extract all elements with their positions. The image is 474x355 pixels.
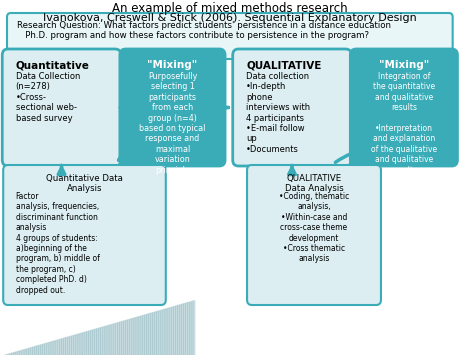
Text: Integration of
the quantitative
and qualitative
results

•Interpretation
and exp: Integration of the quantitative and qual… <box>371 72 437 175</box>
FancyBboxPatch shape <box>120 49 225 166</box>
FancyBboxPatch shape <box>350 49 457 166</box>
Text: •Coding, thematic
analysis,
•Within-case and
cross-case theme
development
•Cross: •Coding, thematic analysis, •Within-case… <box>279 192 349 263</box>
Text: Quantitative Data
Analysis: Quantitative Data Analysis <box>46 174 123 193</box>
Text: QUALITATIVE: QUALITATIVE <box>246 60 321 70</box>
Text: Data collection
•In-depth
phone
interviews with
4 participants
•E-mail follow
up: Data collection •In-depth phone intervie… <box>246 72 310 154</box>
Text: Purposefully
selecting 1
participants
from each
group (n=4)
based on typical
res: Purposefully selecting 1 participants fr… <box>139 72 206 175</box>
FancyBboxPatch shape <box>7 13 453 59</box>
Text: Factor
analysis, frequencies,
discriminant function
analysis
4 groups of student: Factor analysis, frequencies, discrimina… <box>16 192 100 295</box>
Text: "Mixing": "Mixing" <box>379 60 429 70</box>
Text: QUALITATIVE
Data Analysis: QUALITATIVE Data Analysis <box>284 174 343 193</box>
FancyBboxPatch shape <box>233 49 351 166</box>
FancyBboxPatch shape <box>2 49 121 166</box>
Text: Data Collection
(n=278)
•Cross-
sectional web-
based survey: Data Collection (n=278) •Cross- sectiona… <box>16 72 80 122</box>
Text: "Mixing": "Mixing" <box>147 60 198 70</box>
Text: Quantitative: Quantitative <box>16 60 90 70</box>
FancyBboxPatch shape <box>3 165 166 305</box>
Text: Research Question: What factors predict students' persistence in a distance educ: Research Question: What factors predict … <box>17 21 391 40</box>
Text: An example of mixed methods research: An example of mixed methods research <box>112 2 347 15</box>
Text: Ivanokova, Creswell & Stick (2006). Sequential Explanatory Design: Ivanokova, Creswell & Stick (2006). Sequ… <box>43 13 417 23</box>
FancyBboxPatch shape <box>247 165 381 305</box>
